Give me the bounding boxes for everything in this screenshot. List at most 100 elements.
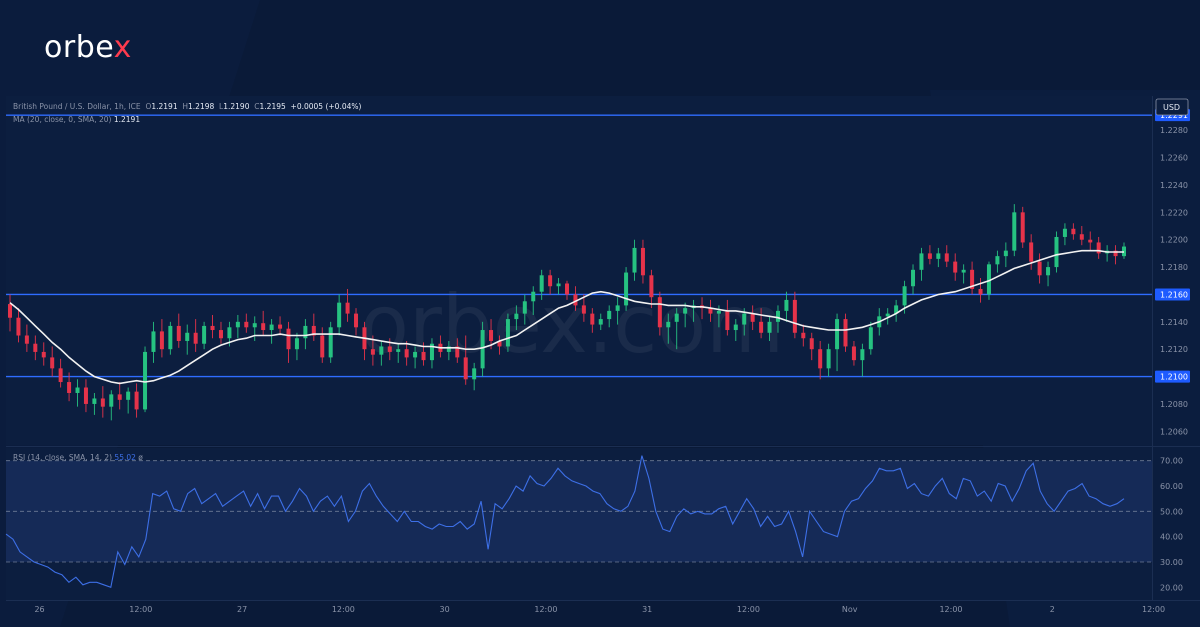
candle bbox=[944, 245, 949, 268]
candle-body bbox=[590, 313, 595, 325]
candle-body bbox=[354, 313, 359, 328]
time-tick-label: 12:00 bbox=[1142, 605, 1165, 614]
candle-body bbox=[159, 331, 164, 350]
candle-body bbox=[396, 349, 401, 352]
candle bbox=[472, 362, 477, 391]
candle-body bbox=[953, 261, 958, 273]
candle bbox=[927, 245, 932, 265]
candle bbox=[396, 343, 401, 363]
candle bbox=[556, 278, 561, 295]
candle bbox=[809, 332, 814, 361]
candle-body bbox=[278, 324, 283, 329]
candle-body bbox=[885, 313, 890, 317]
candle bbox=[109, 390, 114, 421]
rsi-tick-label: 40.00 bbox=[1160, 533, 1183, 542]
candle-body bbox=[235, 321, 240, 328]
candle bbox=[581, 294, 586, 322]
candle-body bbox=[961, 269, 966, 273]
candle bbox=[218, 321, 223, 344]
candle bbox=[92, 392, 97, 415]
price-tick-label: 1.2260 bbox=[1160, 154, 1188, 163]
candle-body bbox=[413, 351, 418, 358]
candle-body bbox=[514, 313, 519, 320]
candle bbox=[598, 313, 603, 331]
candle bbox=[801, 324, 806, 347]
candle-body bbox=[480, 330, 485, 369]
candle bbox=[733, 319, 738, 341]
candle bbox=[269, 319, 274, 344]
candle-body bbox=[539, 275, 544, 292]
candle bbox=[278, 316, 283, 336]
candle bbox=[24, 324, 29, 352]
candle bbox=[1037, 253, 1042, 284]
symbol-legend: British Pound / U.S. Dollar, 1h, ICE O1.… bbox=[13, 102, 362, 111]
candle-body bbox=[573, 294, 578, 306]
price-tick-label: 1.2240 bbox=[1160, 181, 1188, 190]
candle bbox=[792, 291, 797, 339]
candle bbox=[860, 343, 865, 377]
candle bbox=[607, 305, 612, 328]
candle-body bbox=[911, 269, 916, 287]
candle-body bbox=[607, 310, 612, 320]
candle-body bbox=[1029, 242, 1034, 262]
candle-body bbox=[168, 325, 173, 350]
candle-body bbox=[742, 313, 747, 325]
candle bbox=[750, 305, 755, 331]
time-tick-label: 2 bbox=[1050, 605, 1055, 614]
candle-body bbox=[1046, 267, 1051, 276]
candle-body bbox=[294, 338, 299, 350]
candle bbox=[404, 340, 409, 366]
candle bbox=[193, 319, 198, 352]
candle bbox=[961, 264, 966, 284]
candle bbox=[337, 294, 342, 336]
candle bbox=[244, 313, 249, 333]
rsi-tick-label: 20.00 bbox=[1160, 583, 1183, 592]
orbex-logo: orbex bbox=[44, 30, 132, 65]
candle bbox=[767, 316, 772, 341]
candle-body bbox=[67, 382, 72, 393]
rsi-legend: RSI (14, close, SMA, 14, 2) 55.02 ø bbox=[13, 453, 143, 462]
candle bbox=[345, 288, 350, 322]
candle-body bbox=[868, 327, 873, 350]
candle-body bbox=[370, 349, 375, 355]
level-label-text: 1.2160 bbox=[1160, 290, 1188, 299]
candle-body bbox=[16, 317, 21, 336]
candle bbox=[1071, 223, 1076, 240]
candle bbox=[1046, 261, 1051, 287]
candle bbox=[320, 327, 325, 363]
currency-label: USD bbox=[1163, 103, 1180, 112]
candle-body bbox=[218, 330, 223, 339]
candle-body bbox=[143, 351, 148, 410]
candle-body bbox=[784, 299, 789, 311]
candle bbox=[725, 299, 730, 336]
candle-body bbox=[624, 272, 629, 306]
candle-body bbox=[58, 368, 63, 383]
candle-body bbox=[843, 319, 848, 347]
candle bbox=[666, 313, 671, 344]
candle bbox=[1096, 236, 1101, 259]
candle-body bbox=[83, 387, 88, 404]
candle-body bbox=[1062, 228, 1067, 237]
candle bbox=[126, 387, 131, 414]
candle bbox=[117, 382, 122, 410]
candle-body bbox=[472, 368, 477, 380]
price-tick-label: 1.2180 bbox=[1160, 263, 1188, 272]
candle bbox=[50, 346, 55, 377]
candle-body bbox=[826, 349, 831, 369]
candle-body bbox=[835, 319, 840, 350]
currency-badge: USD bbox=[1155, 98, 1189, 116]
candle-body bbox=[202, 325, 207, 344]
candle-body bbox=[109, 394, 114, 407]
candle-body bbox=[126, 391, 131, 400]
candle bbox=[708, 299, 713, 322]
candle-body bbox=[801, 332, 806, 339]
candle bbox=[911, 264, 916, 295]
candle-body bbox=[446, 346, 451, 352]
candle bbox=[649, 269, 654, 309]
candle-body bbox=[927, 253, 932, 259]
candle-body bbox=[1088, 239, 1093, 243]
level-price-label: 1.2160 bbox=[1155, 288, 1190, 301]
candle bbox=[970, 261, 975, 295]
candle bbox=[311, 313, 316, 341]
